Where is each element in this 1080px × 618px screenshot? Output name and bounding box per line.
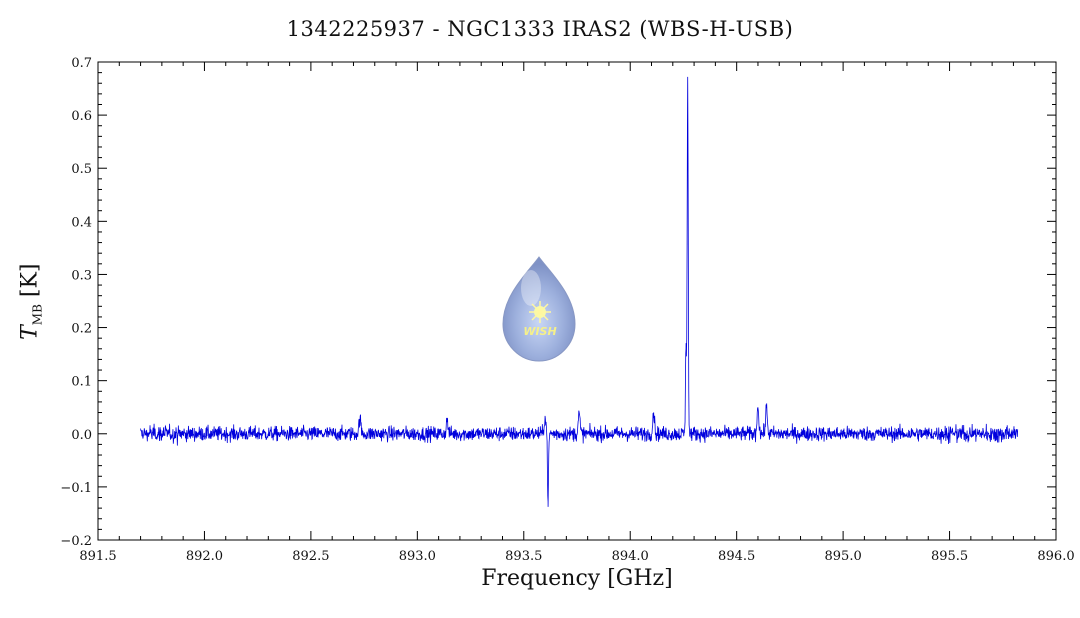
x-tick-label: 895.5 [931,549,968,564]
x-tick-label: 891.5 [79,549,116,564]
chart-title: 1342225937 - NGC1333 IRAS2 (WBS-H-USB) [286,17,794,41]
y-tick-label: −0.1 [60,481,92,496]
y-tick-label: 0.4 [71,215,92,230]
y-tick-label: 0.5 [71,162,92,177]
x-tick-label: 893.5 [505,549,542,564]
star-rays-icon [529,301,551,323]
drop-highlight [521,270,541,306]
x-tick-labels: 891.5 892.0 892.5 893.0 893.5 894.0 894.5 895.0… [79,549,1074,564]
y-tick-labels: −0.2 −0.1 0.0 0.1 0.2 0.3 0.4 0.5 0.6 0.7 [60,56,92,549]
wish-logo: WISH [502,256,576,362]
logo-text: WISH [523,325,556,338]
y-axis-label: TMB [K] [17,227,44,377]
y-tick-label: 0.7 [71,56,92,71]
y-tick-label: 0.1 [71,375,92,390]
y-axis-unit: [K] [17,263,43,298]
y-tick-label: 0.0 [71,428,92,443]
y-tick-label: 0.2 [71,322,92,337]
x-tick-label: 892.5 [292,549,329,564]
x-tick-label: 894.5 [718,549,755,564]
y-tick-label: 0.3 [71,268,92,283]
y-axis-symbol: T [17,325,43,340]
y-axis-subscript: MB [30,304,45,326]
x-tick-label: 896.0 [1037,549,1074,564]
x-tick-label: 895.0 [825,549,862,564]
x-axis-label: Frequency [GHz] [481,566,673,591]
plot-frame [97,61,1057,541]
x-tick-label: 894.0 [612,549,649,564]
tick-marks [97,61,1057,541]
x-tick-label: 892.0 [186,549,223,564]
spectrum-line [140,76,1019,507]
y-tick-label: 0.6 [71,109,92,124]
x-tick-label: 893.0 [399,549,436,564]
y-tick-label: −0.2 [60,534,92,549]
